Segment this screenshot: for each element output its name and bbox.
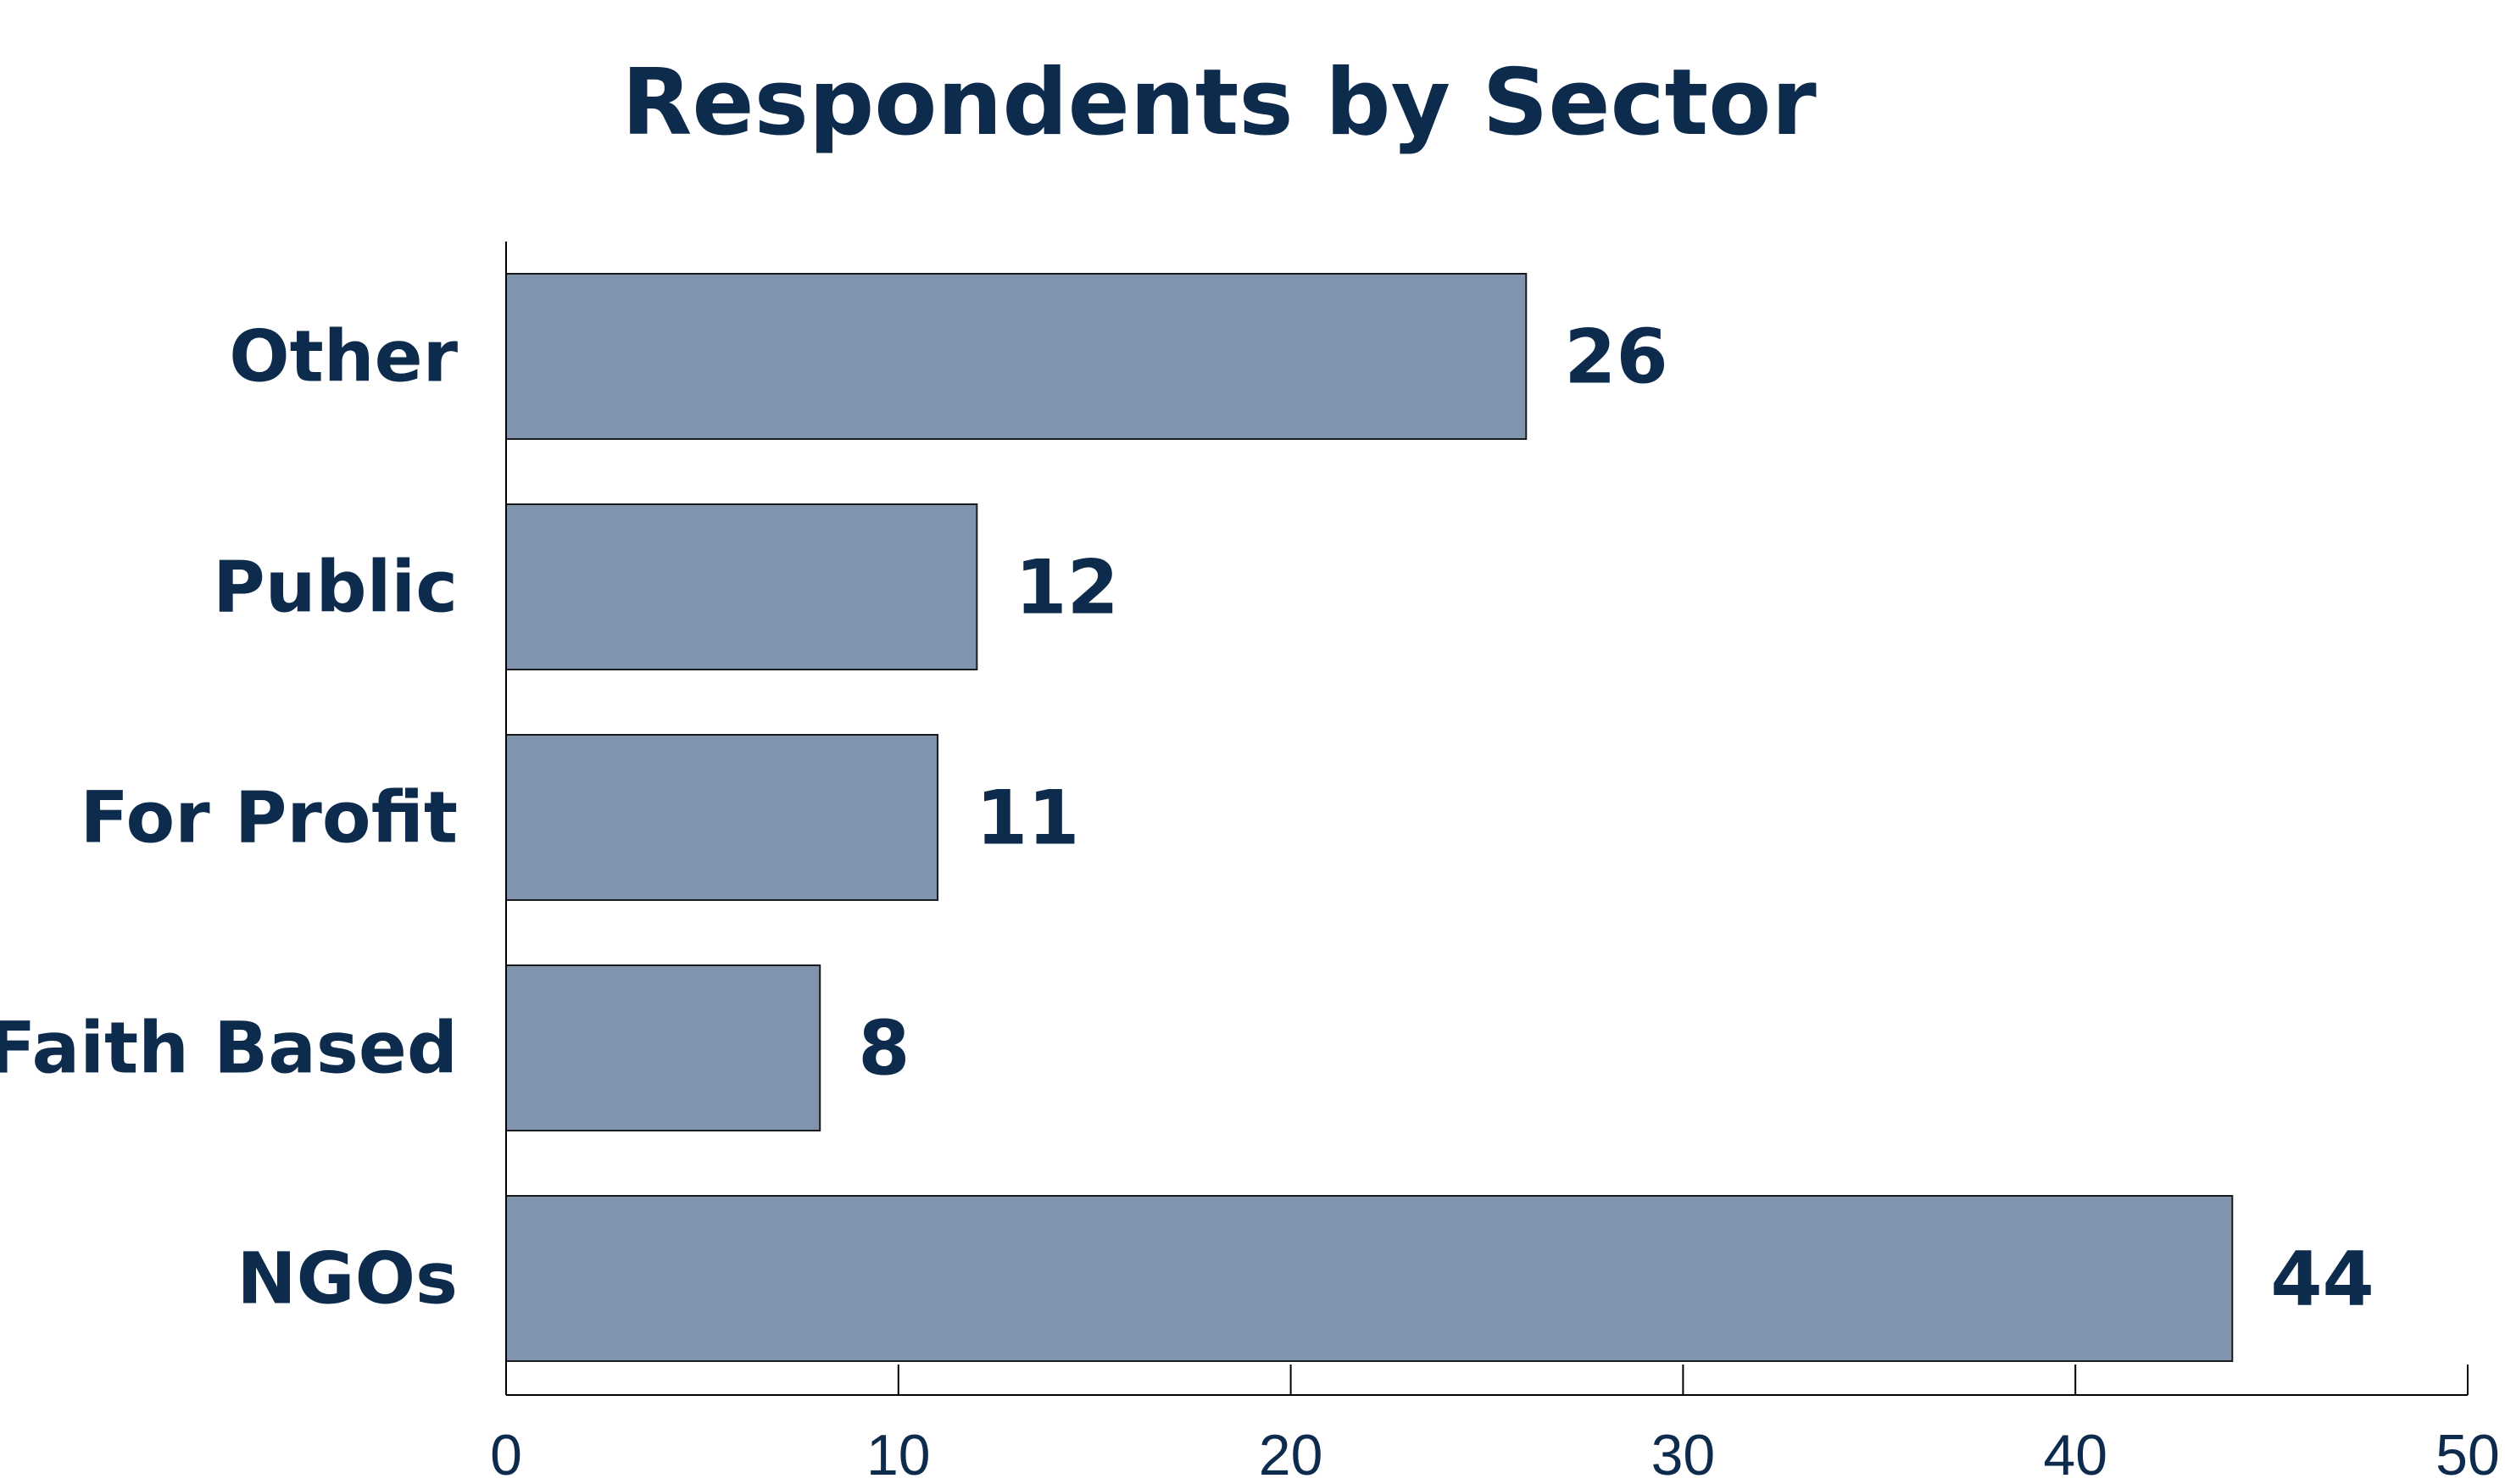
bar-ngos [505, 1195, 2234, 1362]
x-tick-label-10: 10 [866, 1423, 931, 1480]
x-tick-label-0: 0 [490, 1423, 522, 1480]
x-tick-label-40: 40 [2043, 1423, 2107, 1480]
x-tick-label-30: 30 [1651, 1423, 1716, 1480]
x-tick-label-50: 50 [2435, 1423, 2500, 1480]
category-label-faith-based: Faith Based [0, 1007, 458, 1090]
bar-for-profit [505, 734, 939, 901]
chart-title: Respondents by Sector [621, 50, 1816, 156]
x-axis-ticks: 0 10 20 30 40 50 [490, 1365, 2500, 1484]
value-label-for-profit: 11 [976, 775, 1079, 862]
category-label-other: Other [229, 315, 458, 398]
bar-public [505, 503, 978, 670]
category-labels-layer: Other Public For Profit Faith Based NGOs [0, 315, 459, 1320]
value-label-faith-based: 8 [858, 1005, 910, 1092]
value-labels-layer: 26 12 11 8 44 [858, 314, 2374, 1323]
bar-faith-based [505, 964, 821, 1131]
x-tick-label-20: 20 [1259, 1423, 1323, 1480]
value-label-public: 12 [1015, 544, 1118, 631]
value-label-other: 26 [1564, 314, 1667, 401]
value-label-ngos: 44 [2270, 1236, 2374, 1323]
category-label-for-profit: For Profit [81, 776, 458, 859]
category-label-public: Public [213, 546, 458, 629]
bars-layer [505, 273, 2234, 1362]
category-label-ngos: NGOs [237, 1237, 458, 1320]
bar-other [505, 273, 1528, 440]
